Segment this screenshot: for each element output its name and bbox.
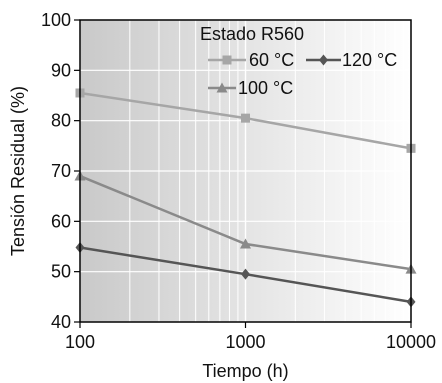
y-axis-title: Tensión Residual (%) (8, 86, 28, 256)
data-point (240, 238, 251, 249)
y-tick-label: 50 (51, 262, 71, 282)
y-tick-label: 80 (51, 111, 71, 131)
legend-marker (216, 82, 228, 93)
legend: Estado R560 60 °C 100 °C 120 °C (200, 24, 397, 98)
legend-label: 60 °C (249, 50, 294, 70)
y-tick-label: 100 (41, 10, 71, 30)
data-point (241, 268, 250, 280)
x-axis-title: Tiempo (h) (202, 361, 288, 381)
y-tick-label: 40 (51, 312, 71, 332)
x-tick-label: 1000 (225, 332, 265, 352)
x-tick-label: 10000 (386, 332, 436, 352)
legend-label: 120 °C (342, 50, 397, 70)
x-tick-label: 100 (65, 332, 95, 352)
axis-ticks: 40 50 60 70 80 90 100 100 1000 10000 (41, 10, 436, 352)
data-point (241, 113, 250, 123)
legend-label: 100 °C (238, 78, 293, 98)
y-tick-label: 70 (51, 161, 71, 181)
legend-marker (222, 55, 232, 65)
legend-title: Estado R560 (200, 24, 304, 44)
y-tick-label: 90 (51, 60, 71, 80)
legend-marker (319, 54, 328, 66)
y-tick-label: 60 (51, 211, 71, 231)
